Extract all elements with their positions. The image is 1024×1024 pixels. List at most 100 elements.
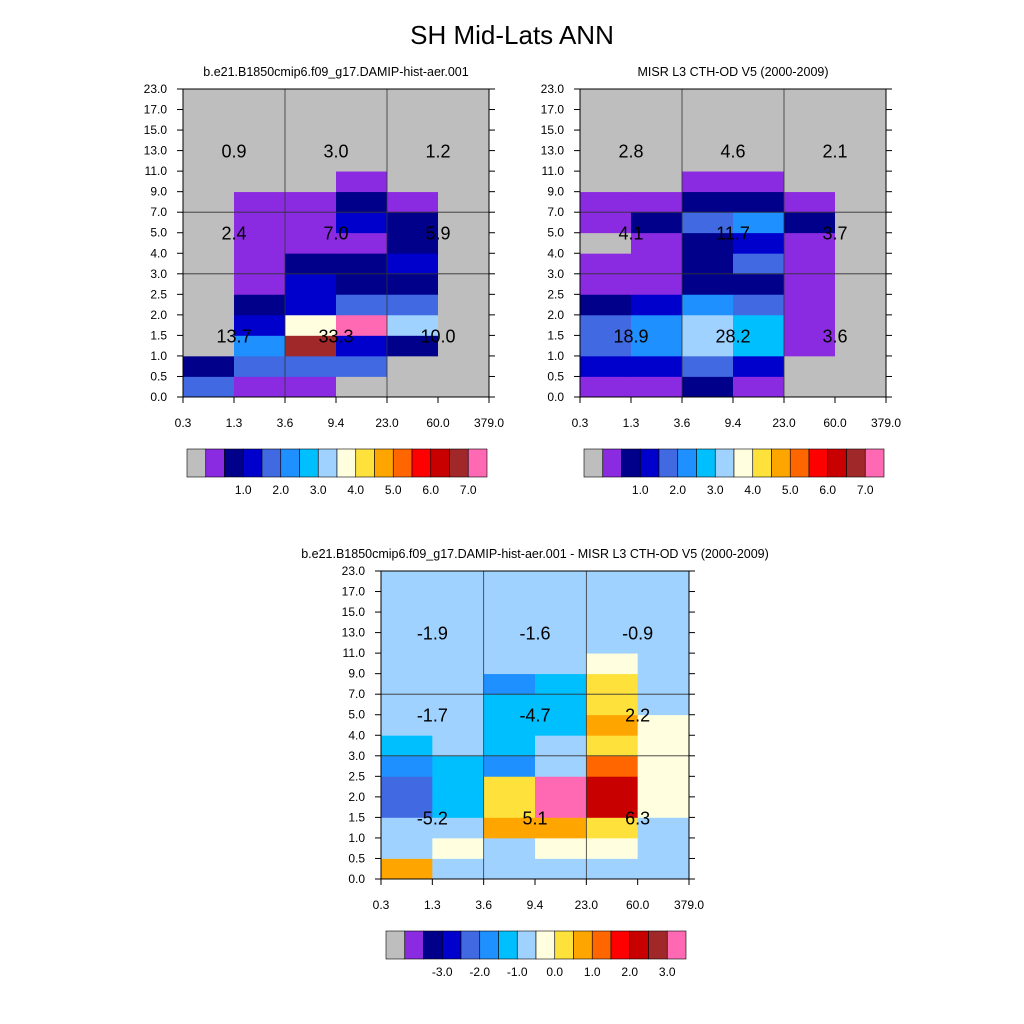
y-tick-label: 1.5 (348, 810, 365, 824)
heatmap-cell (631, 212, 683, 234)
heatmap-cell (336, 171, 388, 193)
heatmap-cell (580, 191, 632, 213)
heatmap-cell (483, 653, 536, 675)
x-tick-label: 379.0 (871, 416, 901, 430)
heatmap-cell (631, 355, 683, 377)
heatmap-cell (285, 314, 337, 336)
heatmap-cell (784, 191, 836, 213)
colorbar-label: -3.0 (432, 965, 453, 979)
heatmap-cell (580, 150, 632, 172)
heatmap-cell (183, 294, 235, 316)
heatmap-cell (586, 837, 639, 859)
heatmap-cell (682, 130, 734, 151)
heatmap-cell (835, 232, 887, 254)
y-tick-label: 11.0 (343, 646, 366, 660)
y-tick-label: 17.0 (342, 585, 366, 599)
y-tick-label: 3.0 (150, 267, 167, 281)
panel-diff: b.e21.B1850cmip6.f09_g17.DAMIP-hist-aer.… (301, 547, 769, 912)
heatmap-cell (387, 212, 439, 234)
heatmap-cell (387, 89, 439, 110)
heatmap-cell (586, 571, 639, 592)
heatmap-cell (682, 355, 734, 377)
heatmap-cell (835, 109, 887, 131)
colorbar-swatch (666, 930, 687, 960)
panel-model: b.e21.B1850cmip6.f09_g17.DAMIP-hist-aer.… (144, 65, 505, 430)
heatmap-cell (381, 591, 433, 613)
y-tick-label: 17.0 (541, 103, 565, 117)
heatmap-cell (580, 253, 632, 275)
heatmap-cell (835, 376, 887, 398)
heatmap-cell (631, 150, 683, 172)
colorbar-swatch (317, 448, 338, 478)
colorbar-label: 1.0 (632, 483, 649, 497)
heatmap-cell (580, 109, 632, 131)
colorbar-swatch (591, 930, 612, 960)
colorbar-label: 5.0 (385, 483, 402, 497)
x-tick-label: 1.3 (424, 898, 441, 912)
block-value-label: 4.6 (720, 142, 745, 162)
heatmap-cell (387, 150, 439, 172)
block-value-label: 2.8 (618, 142, 643, 162)
heatmap-cell (183, 191, 235, 213)
colorbar-label: 3.0 (707, 483, 724, 497)
heatmap-cell (637, 591, 690, 613)
heatmap-cell (285, 109, 337, 131)
heatmap-cell (586, 817, 639, 839)
heatmap-cell (535, 653, 587, 675)
colorbar-swatch (629, 930, 649, 960)
heatmap-cell (336, 89, 388, 110)
heatmap-cell (285, 130, 337, 151)
block-value-label: 3.6 (822, 326, 847, 346)
x-tick-label: 3.6 (475, 898, 492, 912)
heatmap-cell (631, 253, 683, 275)
heatmap-cell (637, 612, 690, 633)
heatmap-cell (483, 632, 536, 654)
heatmap-cell (586, 694, 639, 716)
heatmap-cell (631, 109, 683, 131)
colorbar-swatch (535, 930, 556, 960)
heatmap-cell (835, 314, 887, 336)
heatmap-cell (336, 130, 388, 151)
heatmap-cell (183, 130, 235, 151)
heatmap-cell (637, 673, 690, 695)
block-value-label: -1.7 (417, 706, 448, 726)
colorbar-swatch (430, 448, 450, 478)
heatmap-cell (234, 335, 286, 357)
heatmap-cell (535, 612, 587, 633)
colorbar-swatch (752, 448, 772, 478)
heatmap-cell (336, 212, 388, 234)
heatmap-cell (438, 294, 490, 316)
heatmap-cell (387, 294, 439, 316)
heatmap-cell (381, 612, 433, 633)
heatmap-cell (483, 591, 536, 613)
heatmap-cell (438, 253, 490, 275)
heatmap-cell (432, 673, 485, 695)
heatmap-cell (483, 817, 536, 839)
heatmap-cell (183, 376, 235, 398)
heatmap-cell (285, 294, 337, 316)
colorbar-swatch (696, 448, 716, 478)
heatmap-cell (784, 130, 836, 151)
block-value-label: 4.1 (618, 224, 643, 244)
colorbar-label: 2.0 (621, 965, 638, 979)
heatmap-cell (535, 796, 587, 818)
heatmap-cell (535, 735, 587, 757)
heatmap-cell (682, 273, 734, 295)
heatmap-cell (580, 171, 632, 193)
main-title: SH Mid-Lats ANN (410, 20, 614, 50)
heatmap-cell (733, 273, 785, 295)
heatmap-cell (535, 776, 587, 798)
heatmap-cell (835, 253, 887, 275)
heatmap-cell (483, 612, 536, 633)
heatmap-cell (733, 314, 785, 336)
heatmap-cell (682, 376, 734, 398)
x-tick-label: 3.6 (277, 416, 294, 430)
y-tick-label: 23.0 (144, 82, 168, 96)
heatmap-cell (631, 376, 683, 398)
heatmap-cell (835, 130, 887, 151)
heatmap-cell (682, 150, 734, 172)
block-value-label: -1.6 (519, 624, 550, 644)
heatmap-cell (631, 171, 683, 193)
y-tick-label: 15.0 (342, 605, 366, 619)
heatmap-cell (438, 314, 490, 336)
